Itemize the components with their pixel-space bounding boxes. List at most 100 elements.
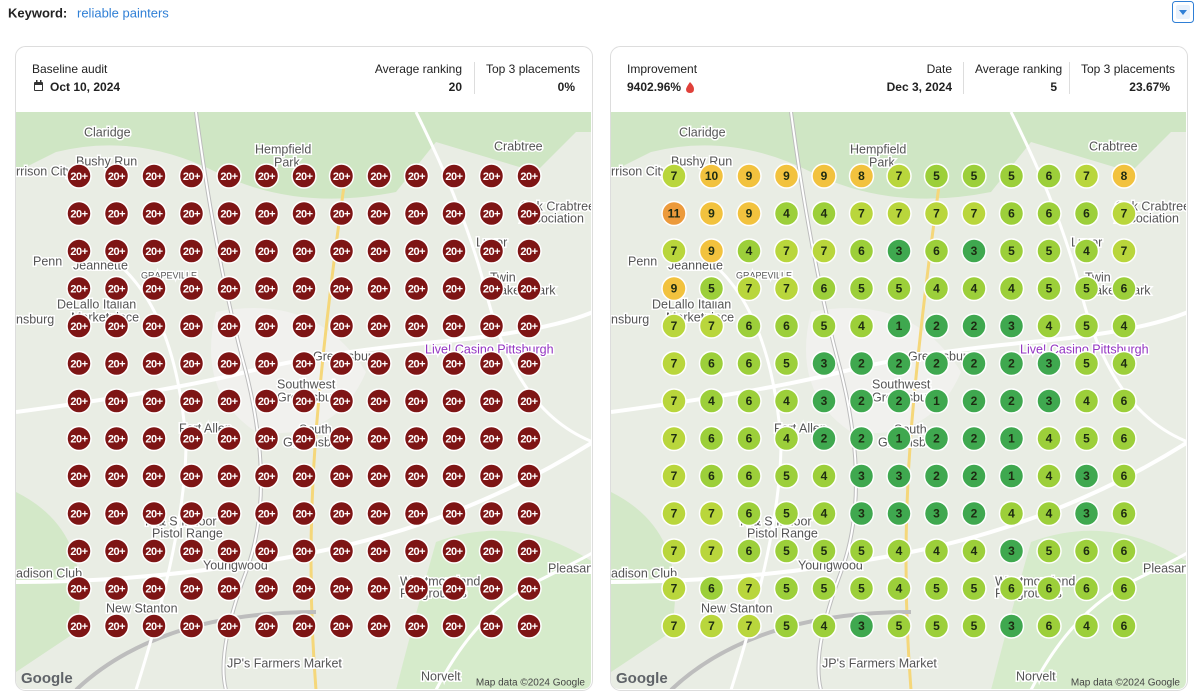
- rank-pin[interactable]: 20+: [403, 200, 430, 227]
- rank-pin[interactable]: 20+: [253, 275, 280, 302]
- rank-pin[interactable]: 20+: [103, 613, 130, 639]
- rank-pin[interactable]: 20+: [216, 425, 242, 452]
- rank-pin[interactable]: 20+: [216, 463, 242, 489]
- rank-pin[interactable]: 20+: [441, 500, 467, 527]
- rank-pin[interactable]: 4: [773, 200, 800, 227]
- rank-pin[interactable]: 20+: [478, 500, 505, 527]
- rank-pin[interactable]: 20+: [441, 388, 467, 414]
- rank-pin[interactable]: 20+: [403, 425, 430, 452]
- rank-pin[interactable]: 4: [1073, 613, 1100, 639]
- rank-pin[interactable]: 11: [661, 200, 687, 227]
- rank-pin[interactable]: 20+: [103, 500, 130, 527]
- rank-pin[interactable]: 6: [1073, 200, 1100, 227]
- rank-pin[interactable]: 20+: [103, 163, 130, 189]
- rank-pin[interactable]: 20+: [366, 463, 392, 489]
- rank-pin[interactable]: 20+: [253, 200, 280, 227]
- rank-pin[interactable]: 5: [773, 613, 800, 639]
- rank-pin[interactable]: 20+: [253, 463, 280, 489]
- rank-pin[interactable]: 20+: [441, 575, 467, 602]
- rank-pin[interactable]: 20+: [366, 238, 392, 264]
- rank-pin[interactable]: 20+: [178, 275, 205, 302]
- rank-pin[interactable]: 3: [1073, 463, 1100, 489]
- rank-pin[interactable]: 20+: [253, 350, 280, 377]
- rank-pin[interactable]: 20+: [178, 238, 205, 264]
- rank-pin[interactable]: 6: [1111, 425, 1137, 452]
- rank-pin[interactable]: 20+: [516, 163, 542, 189]
- rank-pin[interactable]: 6: [1073, 538, 1100, 564]
- rank-pin[interactable]: 20+: [216, 275, 242, 302]
- rank-pin[interactable]: 4: [1111, 350, 1137, 377]
- rank-pin[interactable]: 20+: [291, 350, 317, 377]
- rank-pin[interactable]: 2: [961, 500, 987, 527]
- rank-pin[interactable]: 2: [923, 425, 950, 452]
- rank-pin[interactable]: 20+: [66, 238, 92, 264]
- rank-pin[interactable]: 7: [661, 500, 687, 527]
- rank-pin[interactable]: 20+: [291, 313, 317, 339]
- rank-pin[interactable]: 7: [1111, 200, 1137, 227]
- rank-pin[interactable]: 6: [698, 463, 725, 489]
- rank-pin[interactable]: 20+: [478, 200, 505, 227]
- rank-pin[interactable]: 20+: [478, 425, 505, 452]
- rank-pin[interactable]: 2: [886, 350, 912, 377]
- rank-pin[interactable]: 20+: [328, 538, 355, 564]
- rank-pin[interactable]: 5: [998, 163, 1025, 189]
- rank-pin[interactable]: 20+: [516, 500, 542, 527]
- rank-pin[interactable]: 6: [1036, 613, 1062, 639]
- rank-pin[interactable]: 20+: [291, 388, 317, 414]
- rank-pin[interactable]: 20+: [253, 575, 280, 602]
- rank-pin[interactable]: 20+: [478, 350, 505, 377]
- rank-pin[interactable]: 3: [1036, 350, 1062, 377]
- rank-pin[interactable]: 3: [848, 500, 875, 527]
- rank-pin[interactable]: 2: [848, 425, 875, 452]
- rank-pin[interactable]: 20+: [253, 500, 280, 527]
- rank-pin[interactable]: 20+: [291, 613, 317, 639]
- rank-pin[interactable]: 6: [1111, 500, 1137, 527]
- rank-pin[interactable]: 20+: [66, 275, 92, 302]
- rank-pin[interactable]: 20+: [253, 163, 280, 189]
- rank-pin[interactable]: 4: [998, 275, 1025, 302]
- rank-pin[interactable]: 20+: [291, 163, 317, 189]
- rank-pin[interactable]: 20+: [478, 463, 505, 489]
- rank-pin[interactable]: 4: [923, 275, 950, 302]
- rank-pin[interactable]: 20+: [103, 200, 130, 227]
- rank-pin[interactable]: 20+: [216, 238, 242, 264]
- rank-pin[interactable]: 4: [961, 538, 987, 564]
- rank-pin[interactable]: 5: [773, 463, 800, 489]
- rank-pin[interactable]: 2: [961, 425, 987, 452]
- rank-pin[interactable]: 9: [661, 275, 687, 302]
- rank-pin[interactable]: 7: [661, 575, 687, 602]
- rank-pin[interactable]: 5: [886, 613, 912, 639]
- rank-pin[interactable]: 2: [961, 388, 987, 414]
- rank-pin[interactable]: 5: [1036, 275, 1062, 302]
- rank-pin[interactable]: 20+: [103, 275, 130, 302]
- rank-pin[interactable]: 3: [848, 613, 875, 639]
- rank-pin[interactable]: 9: [811, 163, 837, 189]
- rank-pin[interactable]: 20+: [328, 575, 355, 602]
- rank-pin[interactable]: 20+: [178, 500, 205, 527]
- rank-pin[interactable]: 6: [1036, 575, 1062, 602]
- rank-pin[interactable]: 7: [661, 463, 687, 489]
- rank-pin[interactable]: 20+: [291, 500, 317, 527]
- rank-pin[interactable]: 7: [661, 425, 687, 452]
- rank-pin[interactable]: 20+: [216, 500, 242, 527]
- rank-pin[interactable]: 7: [736, 613, 762, 639]
- rank-pin[interactable]: 20+: [66, 613, 92, 639]
- rank-pin[interactable]: 20+: [516, 575, 542, 602]
- rank-pin[interactable]: 2: [923, 313, 950, 339]
- keyword[interactable]: reliable painters: [77, 5, 169, 20]
- rank-pin[interactable]: 9: [736, 163, 762, 189]
- rank-pin[interactable]: 20+: [478, 313, 505, 339]
- rank-pin[interactable]: 20+: [216, 575, 242, 602]
- rank-pin[interactable]: 2: [998, 350, 1025, 377]
- rank-pin[interactable]: 20+: [366, 275, 392, 302]
- rank-pin[interactable]: 7: [698, 313, 725, 339]
- rank-pin[interactable]: 2: [848, 350, 875, 377]
- rank-pin[interactable]: 1: [886, 425, 912, 452]
- rank-pin[interactable]: 5: [961, 613, 987, 639]
- rank-pin[interactable]: 5: [773, 538, 800, 564]
- rank-pin[interactable]: 3: [811, 350, 837, 377]
- rank-pin[interactable]: 20+: [178, 425, 205, 452]
- rank-pin[interactable]: 20+: [216, 163, 242, 189]
- rank-pin[interactable]: 20+: [141, 613, 167, 639]
